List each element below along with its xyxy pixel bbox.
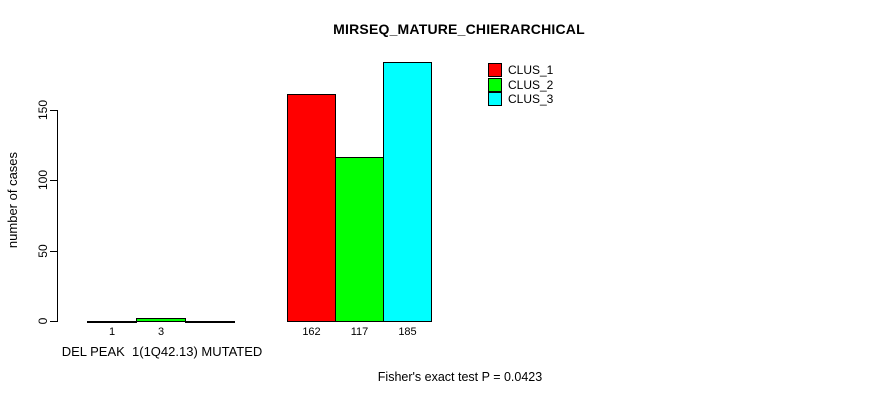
legend-label: CLUS_1 bbox=[508, 63, 554, 78]
bar-clus_3-group1 bbox=[185, 321, 235, 323]
legend-item-clus_1: CLUS_1 bbox=[488, 63, 553, 78]
bar-clus_2-group2 bbox=[335, 157, 384, 322]
bar-clus_1-group2 bbox=[287, 94, 336, 322]
x-group-label: DEL PEAK 1(1Q42.13) MUTATED bbox=[61, 344, 263, 359]
bar-value-label: 185 bbox=[398, 326, 417, 338]
y-tick-label: 150 bbox=[36, 99, 50, 121]
legend-swatch-icon bbox=[488, 92, 502, 107]
y-tick-mark bbox=[50, 110, 58, 111]
legend-item-clus_3: CLUS_3 bbox=[488, 92, 553, 107]
y-axis-line bbox=[57, 110, 58, 322]
y-tick-mark bbox=[50, 180, 58, 182]
bar-value-label: 1 bbox=[108, 326, 116, 338]
legend-label: CLUS_2 bbox=[508, 77, 554, 92]
chart-title: MIRSEQ_MATURE_CHIERARCHICAL bbox=[333, 21, 585, 37]
y-tick-label: 0 bbox=[36, 317, 50, 325]
y-tick-label: 100 bbox=[36, 170, 50, 191]
legend-label: CLUS_3 bbox=[508, 92, 554, 107]
bar-clus_2-group1 bbox=[136, 318, 186, 322]
bar-value-label: 117 bbox=[350, 326, 369, 338]
bar-clus_3-group2 bbox=[383, 62, 432, 322]
y-tick-mark bbox=[50, 250, 58, 252]
legend-swatch-icon bbox=[488, 77, 502, 92]
fisher-test-footnote: Fisher's exact test P = 0.0423 bbox=[377, 370, 543, 384]
bar-clus_1-group1 bbox=[87, 321, 137, 323]
legend: CLUS_1 CLUS_2 CLUS_3 bbox=[488, 63, 553, 107]
y-tick-label: 50 bbox=[36, 243, 50, 258]
y-tick-mark bbox=[50, 321, 58, 322]
legend-swatch-icon bbox=[488, 63, 502, 78]
legend-item-clus_2: CLUS_2 bbox=[488, 77, 554, 93]
bar-value-label: 3 bbox=[157, 326, 165, 338]
bar-value-label: 162 bbox=[302, 326, 321, 338]
y-axis-title: number of cases bbox=[5, 151, 20, 249]
